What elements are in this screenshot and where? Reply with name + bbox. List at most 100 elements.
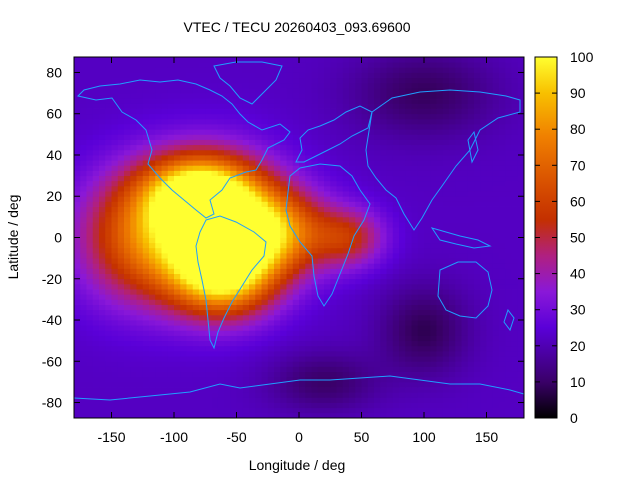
heatmap-cell (255, 129, 262, 135)
heatmap-cell (292, 62, 300, 68)
heatmap-cell (305, 330, 312, 336)
heatmap-cell (330, 124, 337, 130)
heatmap-cell (117, 175, 125, 182)
heatmap-cell (474, 397, 481, 403)
heatmap-cell (155, 211, 162, 218)
heatmap-cell (230, 129, 237, 135)
heatmap-cell (205, 340, 212, 347)
heatmap-cell (505, 273, 512, 280)
heatmap-cell (249, 232, 256, 238)
heatmap-cell (242, 412, 250, 418)
heatmap-cell (280, 196, 287, 202)
heatmap-cell (417, 154, 425, 161)
heatmap-cell (517, 165, 524, 171)
heatmap-cell (186, 82, 194, 89)
heatmap-cell (136, 139, 144, 146)
heatmap-cell (399, 165, 406, 171)
heatmap-cell (217, 139, 225, 146)
heatmap-cell (199, 340, 206, 347)
heatmap-cell (461, 62, 469, 68)
heatmap-cell (480, 299, 487, 305)
heatmap-cell (374, 273, 381, 280)
heatmap-cell (224, 247, 231, 254)
heatmap-cell (267, 304, 275, 311)
heatmap-cell (292, 263, 300, 269)
heatmap-cell (124, 366, 131, 372)
heatmap-cell (167, 371, 175, 378)
heatmap-cell (436, 387, 444, 393)
heatmap-cell (161, 211, 169, 218)
heatmap-cell (299, 371, 306, 378)
heatmap-cell (86, 340, 94, 347)
heatmap-cell (142, 402, 150, 409)
heatmap-cell (99, 309, 106, 316)
heatmap-cell (349, 196, 356, 202)
heatmap-cell (180, 320, 187, 326)
heatmap-cell (311, 304, 319, 311)
heatmap-cell (111, 309, 119, 316)
heatmap-cell (374, 299, 381, 305)
heatmap-cell (386, 175, 394, 182)
heatmap-cell (380, 320, 387, 326)
heatmap-cell (205, 258, 212, 264)
heatmap-cell (236, 356, 244, 362)
heatmap-cell (305, 294, 312, 300)
heatmap-cell (192, 139, 200, 146)
heatmap-cell (399, 201, 406, 207)
heatmap-cell (511, 258, 519, 264)
heatmap-cell (124, 252, 131, 259)
heatmap-cell (324, 62, 331, 68)
heatmap-cell (299, 345, 306, 352)
heatmap-cell (342, 185, 350, 192)
heatmap-cell (199, 397, 206, 403)
heatmap-cell (217, 103, 225, 109)
heatmap-cell (255, 222, 262, 228)
heatmap-cell (236, 216, 244, 223)
heatmap-cell (249, 103, 256, 109)
heatmap-cell (305, 211, 312, 218)
heatmap-cell (161, 185, 169, 192)
heatmap-cell (367, 237, 375, 244)
heatmap-cell (286, 361, 294, 367)
heatmap-cell (499, 67, 506, 73)
heatmap-cell (324, 335, 331, 342)
heatmap-cell (142, 252, 150, 259)
heatmap-cell (236, 77, 244, 84)
heatmap-cell (474, 216, 481, 223)
heatmap-cell (92, 196, 100, 202)
heatmap-cell (249, 320, 256, 326)
heatmap-cell (130, 77, 137, 84)
heatmap-cell (186, 98, 194, 104)
heatmap-cell (249, 185, 256, 192)
heatmap-cell (405, 98, 412, 104)
heatmap-cell (155, 345, 162, 352)
heatmap-cell (392, 227, 400, 233)
heatmap-cell (386, 129, 394, 135)
heatmap-cell (236, 165, 244, 171)
heatmap-cell (92, 232, 100, 238)
heatmap-cell (442, 252, 450, 259)
heatmap-cell (499, 77, 506, 84)
heatmap-cell (167, 258, 175, 264)
heatmap-cell (405, 124, 412, 130)
heatmap-cell (74, 402, 81, 409)
heatmap-cell (411, 381, 419, 388)
heatmap-cell (242, 314, 250, 321)
heatmap-cell (205, 268, 212, 274)
heatmap-cell (167, 216, 175, 223)
heatmap-cell (242, 381, 250, 388)
heatmap-cell (311, 268, 319, 274)
heatmap-cell (155, 144, 162, 151)
heatmap-cell (130, 371, 137, 378)
heatmap-cell (267, 180, 275, 187)
heatmap-cell (242, 345, 250, 352)
heatmap-cell (261, 82, 269, 89)
heatmap-cell (205, 124, 212, 130)
heatmap-cell (92, 124, 100, 130)
heatmap-cell (455, 170, 462, 177)
heatmap-cell (286, 216, 294, 223)
heatmap-cell (211, 67, 219, 73)
heatmap-cell (311, 356, 319, 362)
heatmap-cell (130, 180, 137, 187)
heatmap-cell (224, 67, 231, 73)
